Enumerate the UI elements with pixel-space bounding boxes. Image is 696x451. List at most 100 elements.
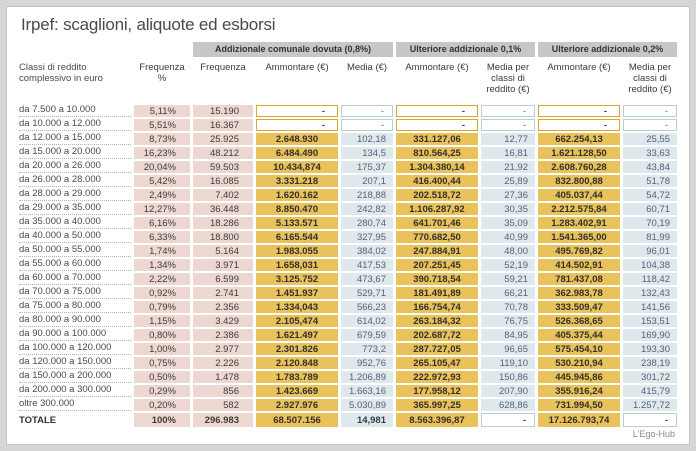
cell-media-01: 35,09 (481, 217, 535, 229)
cell-media-01: 30,35 (481, 203, 535, 215)
cell-media-02: 141,56 (623, 301, 677, 313)
cell-media-02: 81,99 (623, 231, 677, 243)
table-row: da 26.000 a 28.000 5,42% 16.085 3.331.218 20… (19, 175, 677, 187)
row-label: da 28.000 a 29.000 (19, 189, 131, 201)
row-label: da 40.000 a 50.000 (19, 231, 131, 243)
cell-ammontare-01: 222.972,93 (396, 371, 478, 383)
cell-frequenza: 2.356 (193, 301, 253, 313)
table-row: da 75.000 a 80.000 0,79% 2.356 1.334,043 566… (19, 301, 677, 313)
cell-media-01: 66,21 (481, 287, 535, 299)
cell-ammontare-02: - (538, 119, 620, 131)
cell-media-02: 238,19 (623, 357, 677, 369)
cell-media-08: - (341, 105, 393, 117)
cell-ammontare-01: 166.754,74 (396, 301, 478, 313)
cell-ammontare-01: - (396, 105, 478, 117)
cell-media-08: 952,76 (341, 357, 393, 369)
cell-ammontare-01: 365.997,25 (396, 399, 478, 411)
cell-ammontare-08: 1.451.937 (256, 287, 338, 299)
cell-ammontare-08: 10.434,874 (256, 161, 338, 173)
cell-ammontare-01: 263.184,32 (396, 315, 478, 327)
table-row: da 12.000 a 15.000 8,73% 25.925 2.648.930 10… (19, 133, 677, 145)
cell-ammontare-02: 575.454,10 (538, 343, 620, 355)
row-label: da 55.000 a 60.000 (19, 259, 131, 271)
cell-ammontare-08: 3.331.218 (256, 175, 338, 187)
cell-frequenza-pct: 8,73% (134, 133, 190, 145)
row-label: da 200.000 a 300.000 (19, 385, 131, 397)
cell-ammontare-08: 2.120.848 (256, 357, 338, 369)
cell-media-08: 14,981 (341, 413, 393, 427)
cell-media-02: 301,72 (623, 371, 677, 383)
cell-ammontare-01: 390.718,54 (396, 273, 478, 285)
footer-credit: L'Ego-Hub (632, 429, 675, 439)
row-label: da 60.000 a 70.000 (19, 273, 131, 285)
cell-ammontare-02: 414.502,91 (538, 259, 620, 271)
cell-media-02: 193,30 (623, 343, 677, 355)
cell-ammontare-01: 331.127,06 (396, 133, 478, 145)
cell-media-02: 43,84 (623, 161, 677, 173)
table-row: da 40.000 a 50.000 6,33% 18.800 6.165.544 32… (19, 231, 677, 243)
infographic-card: Irpef: scaglioni, aliquote ed esborsi Ad… (6, 6, 690, 445)
column-header-row: Classi di reddito complessivo in euro Fr… (19, 60, 677, 98)
cell-ammontare-08: 1.658,031 (256, 259, 338, 271)
cell-ammontare-02: 1.283.402,91 (538, 217, 620, 229)
cell-media-01: 59,21 (481, 273, 535, 285)
cell-media-01: - (481, 119, 535, 131)
cell-frequenza-pct: 1,34% (134, 259, 190, 271)
cell-media-08: 218,88 (341, 189, 393, 201)
cell-frequenza-pct: 0,20% (134, 399, 190, 411)
cell-ammontare-02: 530.210,94 (538, 357, 620, 369)
cell-media-01: 40,99 (481, 231, 535, 243)
cell-media-02: 60,71 (623, 203, 677, 215)
cell-ammontare-08: 1.423.669 (256, 385, 338, 397)
table-row: da 120.000 a 150.000 0,75% 2.226 2.120.848 9… (19, 357, 677, 369)
column-header-media-02: Media per classi di reddito (€) (628, 62, 672, 95)
cell-frequenza: 16.367 (193, 119, 253, 131)
cell-frequenza: 36.448 (193, 203, 253, 215)
cell-media-01: 52,19 (481, 259, 535, 271)
cell-ammontare-08: 68.507.156 (256, 413, 338, 427)
cell-ammontare-08: 2.105,474 (256, 315, 338, 327)
cell-ammontare-08: 2.648.930 (256, 133, 338, 145)
cell-ammontare-01: 1.304.380,14 (396, 161, 478, 173)
cell-ammontare-08: 3.125.752 (256, 273, 338, 285)
group-header-addizionale-comunale: Addizionale comunale dovuta (0,8%) (193, 42, 393, 57)
row-label: da 35.000 a 40.000 (19, 217, 131, 229)
table-row: da 35.000 a 40.000 6,16% 18.286 5.133.571 28… (19, 217, 677, 229)
row-label: da 75.000 a 80.000 (19, 301, 131, 313)
table-row: da 70.000 a 75.000 0,92% 2.741 1.451.937 529… (19, 287, 677, 299)
cell-frequenza: 2.226 (193, 357, 253, 369)
table-row: da 200.000 a 300.000 0,29% 856 1.423.669 1.6… (19, 385, 677, 397)
cell-media-08: - (341, 119, 393, 131)
column-header-ammontare-08: Ammontare (€) (265, 62, 329, 73)
cell-media-01: 207,90 (481, 385, 535, 397)
column-header-frequenza-pct: Frequenza % (139, 62, 185, 84)
column-header-media-08: Media (€) (346, 62, 388, 73)
cell-frequenza-pct: 1,15% (134, 315, 190, 327)
cell-ammontare-01: 181.491,89 (396, 287, 478, 299)
row-label: oltre 300.000 (19, 399, 131, 411)
cell-media-01: - (481, 105, 535, 117)
cell-media-02: 153,51 (623, 315, 677, 327)
cell-frequenza: 6.599 (193, 273, 253, 285)
cell-media-02: - (623, 119, 677, 131)
row-label: da 15.000 a 20.000 (19, 147, 131, 159)
cell-frequenza: 15.190 (193, 105, 253, 117)
table-row: oltre 300.000 0,20% 582 2.927.976 5.030,89 36… (19, 399, 677, 411)
cell-media-08: 242,82 (341, 203, 393, 215)
cell-ammontare-01: - (396, 119, 478, 131)
cell-ammontare-02: 355.916,24 (538, 385, 620, 397)
cell-frequenza-pct: 20,04% (134, 161, 190, 173)
cell-ammontare-02: 526.368,65 (538, 315, 620, 327)
cell-frequenza: 296.983 (193, 413, 253, 427)
cell-media-08: 1.663,16 (341, 385, 393, 397)
cell-ammontare-01: 202.687,72 (396, 329, 478, 341)
row-label: da 90.000 a 100.000 (19, 329, 131, 341)
cell-frequenza-pct: 1,74% (134, 245, 190, 257)
cell-media-01: 21,92 (481, 161, 535, 173)
table-row: da 20.000 a 26.000 20,04% 59.503 10.434,874… (19, 161, 677, 173)
cell-ammontare-01: 416.400,44 (396, 175, 478, 187)
cell-ammontare-08: 2.927.976 (256, 399, 338, 411)
cell-frequenza-pct: 0,75% (134, 357, 190, 369)
cell-media-08: 473,67 (341, 273, 393, 285)
table-row: da 150.000 a 200.000 0,50% 1.478 1.783.789 1… (19, 371, 677, 383)
